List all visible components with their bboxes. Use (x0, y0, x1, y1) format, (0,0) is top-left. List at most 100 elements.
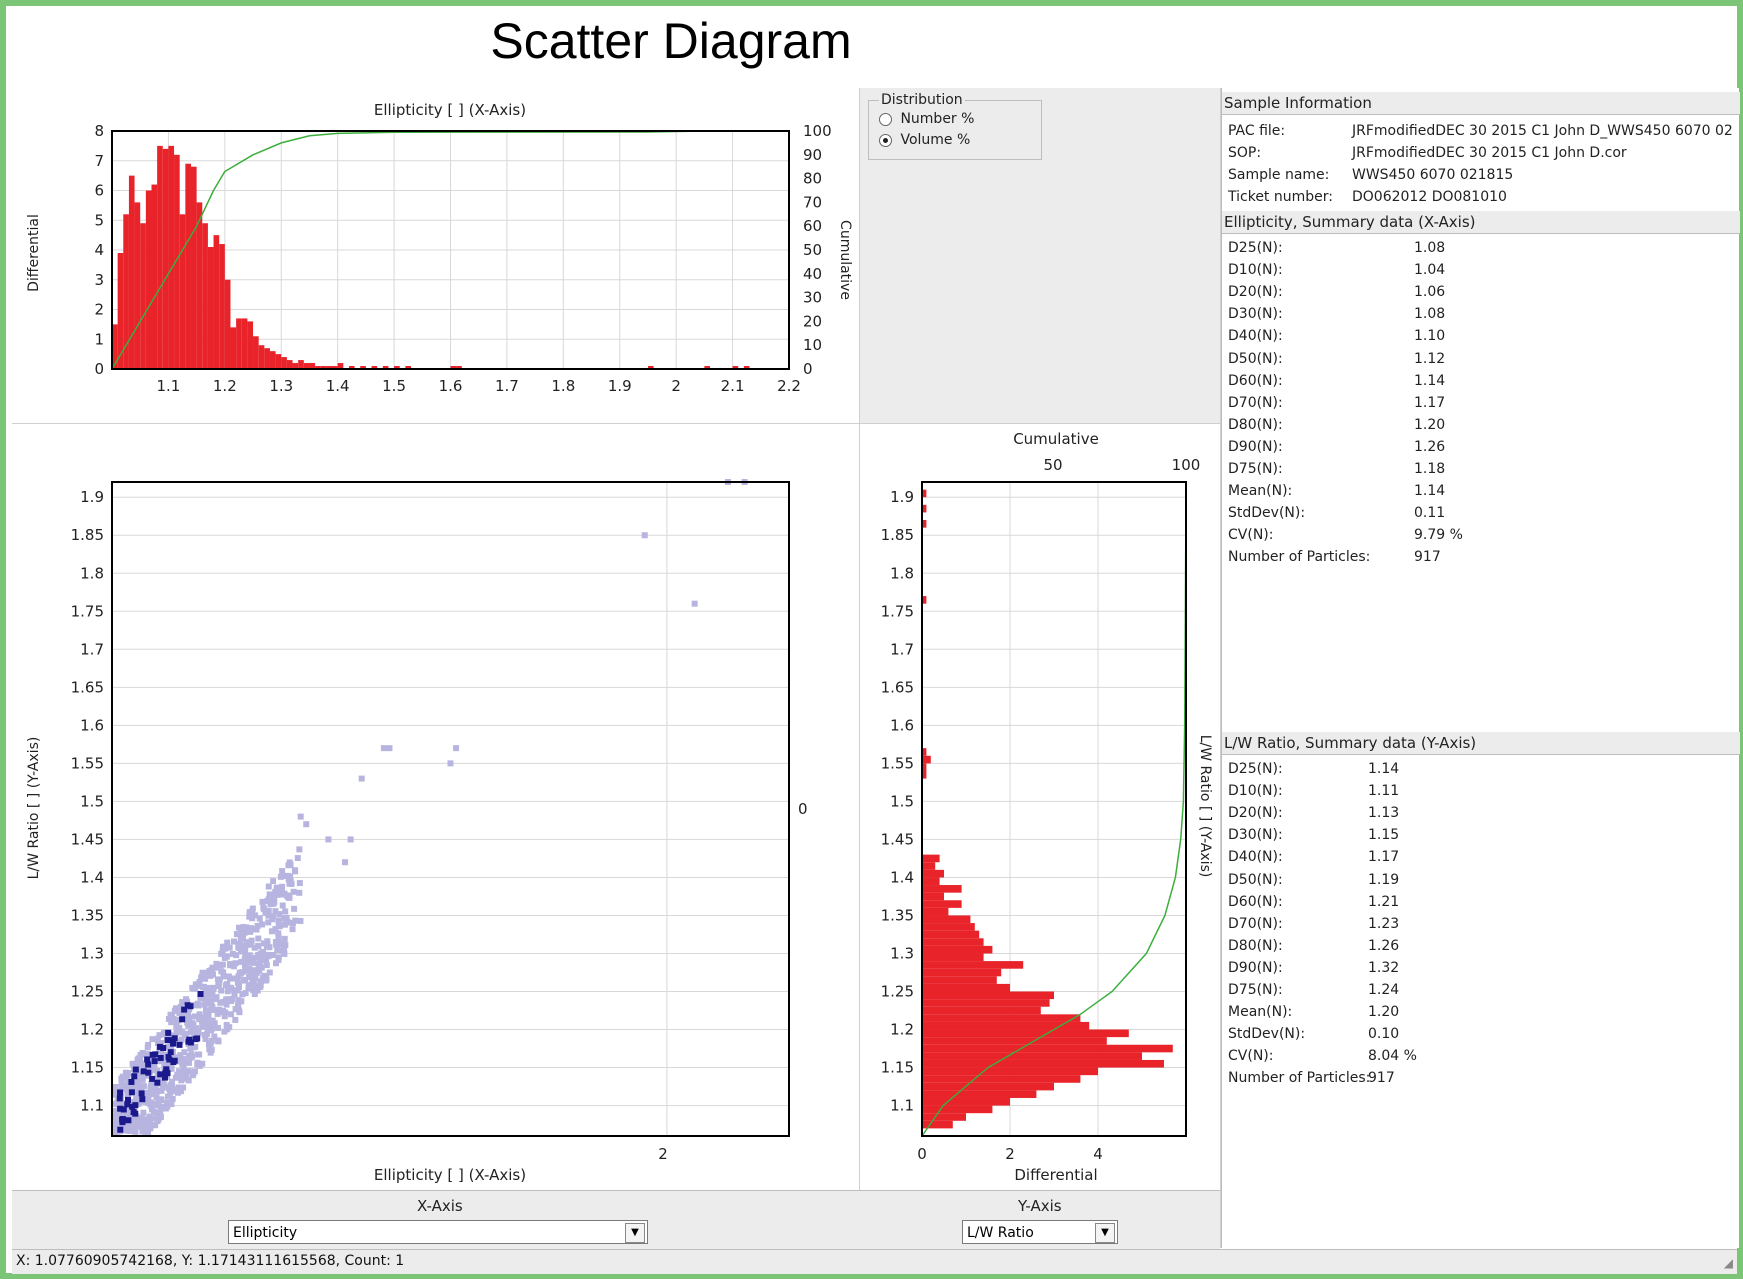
side-histogram-bar (922, 1052, 1142, 1060)
scatter-point (156, 1058, 163, 1065)
top-histogram-bar (348, 366, 355, 369)
side-histogram-bar (922, 885, 962, 893)
radio-volume[interactable]: Volume % (879, 132, 970, 148)
radio-number[interactable]: Number % (879, 111, 974, 127)
scatter-point (124, 1091, 131, 1098)
scatter-point (165, 1084, 172, 1091)
info-value: 1.06 (1414, 284, 1446, 301)
scatter-point (245, 981, 252, 988)
y-axis-select[interactable]: L/W Ratio ▼ (962, 1220, 1118, 1244)
scatter-point (196, 1062, 203, 1069)
scatter-point (210, 986, 217, 993)
side-y-tick: 1.1 (890, 1097, 914, 1115)
chevron-down-icon[interactable]: ▼ (625, 1223, 645, 1243)
info-key: Ticket number: (1228, 189, 1333, 205)
info-value: 0.10 (1368, 1026, 1400, 1043)
top-y-tick: 6 (94, 182, 104, 200)
scatter-point (296, 880, 303, 887)
scatter-point (167, 1011, 174, 1018)
top-histogram-bar (247, 321, 254, 369)
info-key: Number of Particles: (1228, 549, 1371, 566)
scatter-y-tick: 1.9 (80, 488, 104, 506)
scatter-point-dense (157, 1071, 164, 1078)
scatter-point (146, 1115, 153, 1122)
radio-number-circle[interactable] (879, 112, 892, 126)
scatter-point (146, 1125, 153, 1132)
scatter-point (227, 975, 234, 982)
scatter-point (136, 1123, 143, 1130)
info-value: 9.79 % (1414, 527, 1463, 544)
side-histogram-bar (922, 930, 980, 939)
side-histogram-bar (922, 1029, 1129, 1038)
scatter-point-dense (132, 1066, 139, 1073)
resize-grip-icon[interactable]: ◢ (1723, 1256, 1733, 1270)
scatter-point (272, 926, 279, 933)
scatter-point-dense (167, 1049, 174, 1056)
side-top-axis-label: Cumulative (1013, 430, 1099, 448)
side-histogram-bar (922, 862, 936, 870)
scatter-point (218, 950, 225, 957)
scatter-point (269, 951, 276, 958)
scatter-point (194, 1000, 201, 1007)
scatter-point (246, 965, 253, 972)
scatter-point (150, 1109, 157, 1116)
scatter-point (220, 973, 227, 980)
scatter-point (214, 1007, 221, 1014)
scatter-point (171, 1007, 178, 1014)
scatter-point (232, 960, 239, 967)
top-histogram-bar (117, 252, 124, 369)
scatter-point (228, 1011, 235, 1018)
top-x-tick: 1.9 (608, 377, 632, 395)
scatter-point (224, 988, 231, 995)
info-value: 1.08 (1414, 240, 1446, 256)
scatter-y-tick: 1.3 (80, 944, 104, 962)
scatter-point-dense (120, 1106, 127, 1113)
scatter-point (266, 969, 273, 976)
info-value: DO062012 DO081010 (1352, 189, 1507, 205)
scatter-point (143, 1051, 150, 1058)
scatter-point (257, 957, 264, 964)
scatter-point (180, 1064, 187, 1071)
scatter-point (175, 1084, 182, 1091)
scatter-point (133, 1060, 140, 1067)
chevron-down-icon[interactable]: ▼ (1095, 1223, 1115, 1243)
scatter-point (275, 954, 282, 961)
scatter-outlier (297, 813, 304, 820)
scatter-point (266, 891, 273, 898)
top-histogram-bar (219, 244, 225, 369)
scatter-point (246, 952, 253, 959)
scatter-point (268, 928, 275, 935)
x-axis-select[interactable]: Ellipticity ▼ (228, 1220, 648, 1244)
scatter-point (167, 1089, 174, 1096)
info-key: D25(N): (1228, 761, 1283, 777)
top-y2-tick: 50 (803, 241, 822, 259)
side-histogram-bar (922, 1105, 993, 1114)
top-y2-tick: 60 (803, 217, 822, 235)
scatter-point (170, 1015, 177, 1022)
scatter-point-dense (119, 1116, 126, 1123)
scatter-point (270, 913, 277, 920)
scatter-point (297, 917, 304, 924)
radio-volume-circle[interactable] (879, 133, 892, 147)
scatter-point (256, 968, 263, 975)
scatter-point (222, 1009, 229, 1016)
scatter-point (140, 1083, 147, 1090)
scatter-point (218, 1009, 225, 1016)
scatter-point (204, 1021, 211, 1028)
scatter-point (239, 991, 246, 998)
scatter-point (149, 1036, 156, 1043)
scatter-point (281, 935, 288, 942)
scatter-plot: L/W Ratio [ ] (Y-Axis) Ellipticity [ ] (… (26, 479, 808, 1184)
scatter-point (148, 1055, 155, 1062)
info-value: 8.04 % (1368, 1048, 1417, 1065)
top-histogram-bar (303, 363, 310, 369)
top-histogram-bar (309, 363, 316, 369)
top-x-tick: 1.2 (213, 377, 237, 395)
top-y-tick: 7 (94, 152, 104, 170)
scatter-point (140, 1109, 147, 1116)
scatter-point (277, 941, 284, 948)
info-value: 1.11 (1368, 783, 1400, 800)
scatter-point (236, 924, 243, 931)
top-histogram-bar (326, 366, 333, 369)
